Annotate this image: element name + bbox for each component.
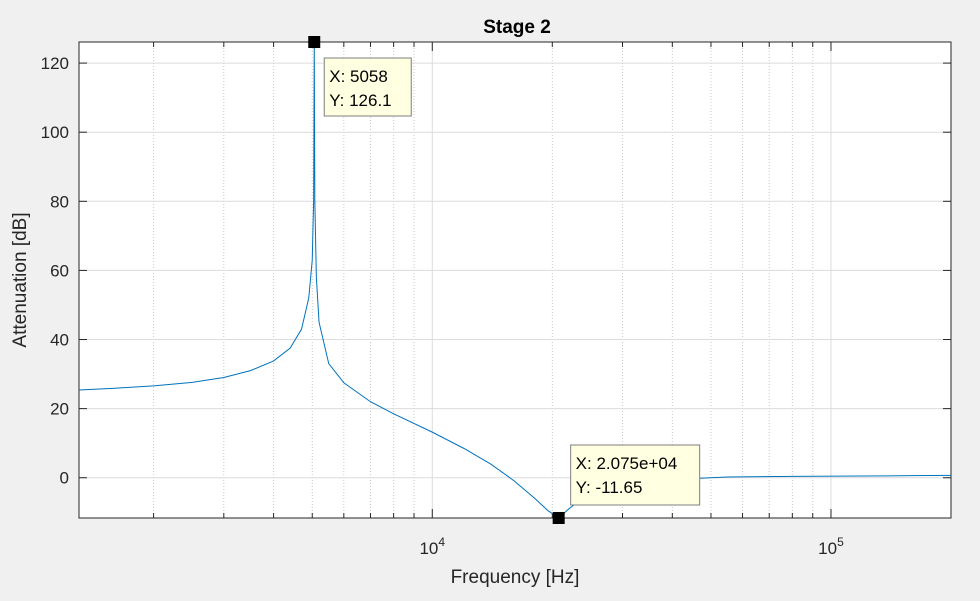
datatip-x-label: X: 5058: [329, 67, 388, 86]
y-tick-label: 120: [41, 54, 69, 73]
major-grid: [79, 42, 951, 518]
datatip-box: [323, 57, 412, 117]
datatip-y-label: Y: 126.1: [329, 91, 391, 110]
y-tick-label: 60: [50, 261, 69, 280]
chart-title: Stage 2: [483, 17, 551, 38]
y-tick-label: 0: [60, 469, 69, 488]
datatips: X: 5058 Y: 126.1 X: 2.075e+04 Y: -11.65: [308, 36, 701, 524]
datatip-x-label: X: 2.075e+04: [576, 454, 678, 473]
y-tick-label: 80: [50, 192, 69, 211]
y-tick-label: 20: [50, 400, 69, 419]
datatip[interactable]: X: 2.075e+04 Y: -11.65: [552, 444, 701, 524]
y-tick-label: 100: [41, 123, 69, 142]
axes-box: [78, 41, 952, 519]
x-tick-label: 105: [818, 535, 844, 558]
y-tick-label: 40: [50, 331, 69, 350]
datatip-box: [570, 444, 701, 506]
datatip-marker[interactable]: [552, 512, 565, 524]
datatip[interactable]: X: 5058 Y: 126.1: [308, 36, 412, 117]
x-axis-label: Frequency [Hz]: [451, 567, 580, 588]
plot-area[interactable]: [79, 42, 951, 518]
x-axis-ticks: 104 105: [419, 42, 844, 558]
minor-grid: [153, 42, 814, 518]
x-tick-label: 104: [419, 535, 445, 558]
datatip-marker[interactable]: [308, 36, 321, 48]
y-axis-ticks: 0 20 40 60 80 100 120: [41, 54, 951, 488]
datatip-y-label: Y: -11.65: [576, 478, 643, 497]
y-axis-label: Attenuation [dB]: [10, 212, 31, 347]
